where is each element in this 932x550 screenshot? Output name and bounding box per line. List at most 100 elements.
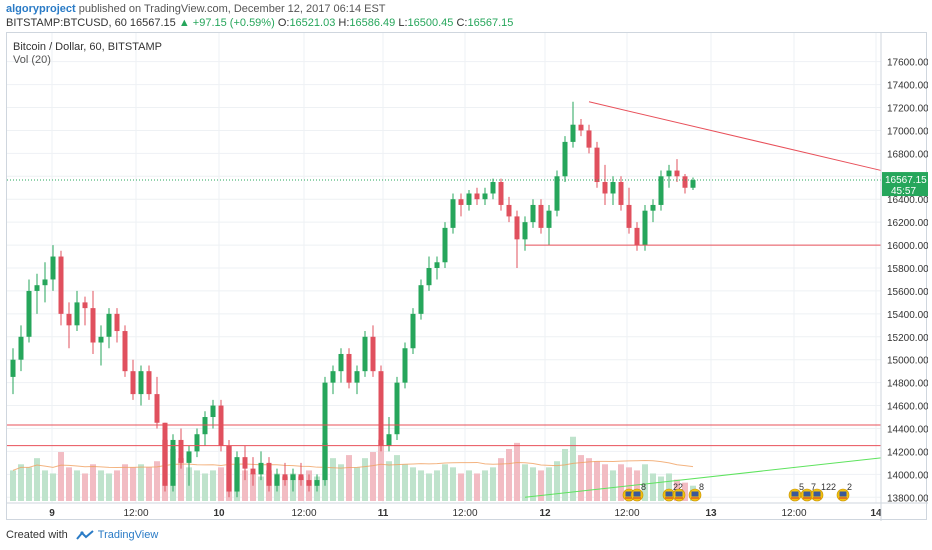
volume-bar [130, 467, 136, 501]
created-with-label: Created with [6, 529, 68, 541]
volume-bar [354, 467, 360, 501]
y-tick-label: 14800.00 [887, 379, 928, 390]
x-tick-label: 9 [49, 508, 55, 519]
volume-bar [434, 470, 440, 501]
x-tick-label: 12:00 [781, 508, 806, 519]
candle-body [386, 434, 392, 446]
volume-bar [250, 473, 256, 501]
candle-body [226, 445, 232, 492]
volume-bar [378, 439, 384, 501]
candle-body [394, 382, 400, 435]
y-tick-label: 15800.00 [887, 264, 928, 275]
volume-bar [114, 470, 120, 501]
open-label: O: [277, 17, 290, 29]
volume-bar [122, 464, 128, 501]
legend-title: Bitcoin / Dollar, 60, BITSTAMP [13, 41, 162, 53]
flag-canton [791, 491, 799, 497]
x-tick-label: 12:00 [291, 508, 316, 519]
flag-canton [803, 491, 811, 497]
volume-bar [498, 458, 504, 501]
candle-body [482, 193, 488, 200]
candle-body [474, 193, 480, 200]
candle-body [42, 279, 48, 286]
close-value: 16567.15 [467, 17, 514, 29]
volume-bar [370, 452, 376, 501]
candle-body [178, 439, 184, 463]
close-label: C: [456, 17, 468, 29]
candle-body [322, 382, 328, 481]
candle-body [194, 434, 200, 452]
chart-frame[interactable]: 17600.00 17400.00 17200.00 17000.00 16800.00… [6, 32, 928, 521]
author-link[interactable]: algoryproject [6, 3, 76, 15]
price-chart[interactable]: 17600.00 17400.00 17200.00 17000.00 16800.00… [7, 33, 928, 521]
volume-bars [10, 436, 696, 501]
candles [10, 101, 696, 498]
x-tick-label: 13 [705, 508, 717, 519]
candle-body [426, 268, 432, 286]
volume-bar [338, 464, 344, 501]
candle-body [634, 227, 640, 246]
volume-bar [666, 473, 672, 501]
change-up-icon: ▲ [178, 17, 190, 29]
volume-bar [586, 458, 592, 501]
volume-bar [570, 436, 576, 501]
candle-body [626, 204, 632, 228]
volume-bar [626, 467, 632, 501]
price-badge-countdown: 45:57 [891, 186, 916, 197]
candle-body [594, 147, 600, 183]
flag-canton [625, 491, 633, 497]
grid [7, 33, 881, 503]
candle-body [514, 216, 520, 240]
y-tick-label: 14200.00 [887, 447, 928, 458]
candle-body [578, 124, 584, 131]
volume-bar [482, 470, 488, 501]
candle-body [138, 371, 144, 395]
candle-body [458, 199, 464, 205]
volume-bar [546, 467, 552, 501]
volume-bar [530, 467, 536, 501]
candle-body [490, 182, 496, 194]
candle-body [170, 439, 176, 486]
volume-bar [538, 470, 544, 501]
candle-body [690, 180, 696, 188]
candle-body [346, 353, 352, 383]
volume-bar [146, 467, 152, 501]
x-tick-label: 12 [539, 508, 551, 519]
volume-bar [514, 442, 520, 501]
candle-body [546, 210, 552, 228]
candle-body [618, 182, 624, 205]
candle-body [26, 290, 32, 337]
candle-body [250, 468, 256, 475]
event-count: 2 [847, 482, 852, 492]
candle-body [162, 422, 168, 486]
candle-body [506, 204, 512, 217]
volume-bar [554, 461, 560, 501]
flag-canton [665, 491, 673, 497]
axes: 17600.00 17400.00 17200.00 17000.00 16800.00… [7, 33, 928, 521]
candle-body [106, 313, 112, 337]
volume-bar [466, 470, 472, 501]
volume-bar [106, 473, 112, 501]
volume-bar [10, 470, 16, 501]
y-tick-label: 17200.00 [887, 104, 928, 115]
candle-body [154, 394, 160, 423]
low-label: L: [398, 17, 408, 29]
volume-bar [578, 455, 584, 501]
volume-bar [522, 464, 528, 501]
volume-bar [426, 473, 432, 501]
candle-body [586, 130, 592, 148]
tradingview-link[interactable]: TradingView [97, 529, 159, 541]
y-tick-label: 15400.00 [887, 310, 928, 321]
event-count: 5 [799, 482, 804, 492]
volume-bar [602, 464, 608, 501]
candle-body [466, 193, 472, 205]
volume-bar [218, 467, 224, 501]
volume-bar [178, 458, 184, 501]
volume-bar [90, 464, 96, 501]
y-tick-label: 14600.00 [887, 402, 928, 413]
volume-bar [210, 470, 216, 501]
candle-body [562, 141, 568, 177]
candle-body [570, 124, 576, 142]
x-tick-label: 12:00 [452, 508, 477, 519]
volume-bar [634, 470, 640, 501]
